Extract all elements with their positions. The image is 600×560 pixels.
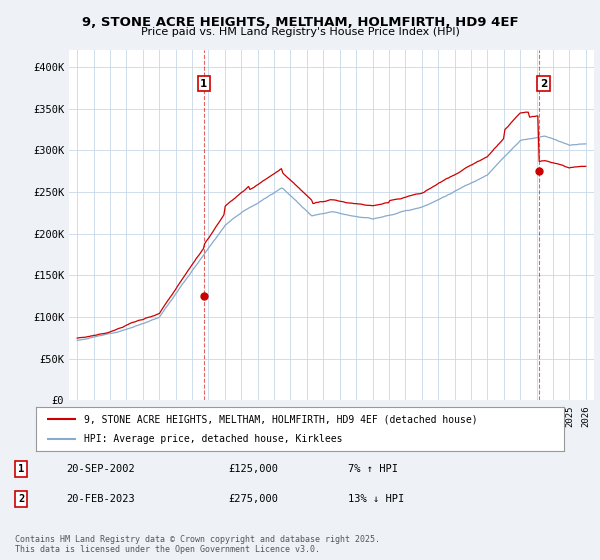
Text: 9, STONE ACRE HEIGHTS, MELTHAM, HOLMFIRTH, HD9 4EF: 9, STONE ACRE HEIGHTS, MELTHAM, HOLMFIRT… [82, 16, 518, 29]
Text: 2: 2 [18, 494, 24, 504]
Text: £275,000: £275,000 [228, 494, 278, 504]
Text: HPI: Average price, detached house, Kirklees: HPI: Average price, detached house, Kirk… [83, 433, 342, 444]
Text: Contains HM Land Registry data © Crown copyright and database right 2025.
This d: Contains HM Land Registry data © Crown c… [15, 535, 380, 554]
Text: £125,000: £125,000 [228, 464, 278, 474]
Text: 7% ↑ HPI: 7% ↑ HPI [348, 464, 398, 474]
Text: 9, STONE ACRE HEIGHTS, MELTHAM, HOLMFIRTH, HD9 4EF (detached house): 9, STONE ACRE HEIGHTS, MELTHAM, HOLMFIRT… [83, 414, 477, 424]
Text: 20-FEB-2023: 20-FEB-2023 [66, 494, 135, 504]
Text: 1: 1 [200, 79, 208, 88]
Text: 2: 2 [540, 79, 547, 88]
Text: 13% ↓ HPI: 13% ↓ HPI [348, 494, 404, 504]
Text: 20-SEP-2002: 20-SEP-2002 [66, 464, 135, 474]
Text: Price paid vs. HM Land Registry's House Price Index (HPI): Price paid vs. HM Land Registry's House … [140, 27, 460, 38]
Text: 1: 1 [18, 464, 24, 474]
